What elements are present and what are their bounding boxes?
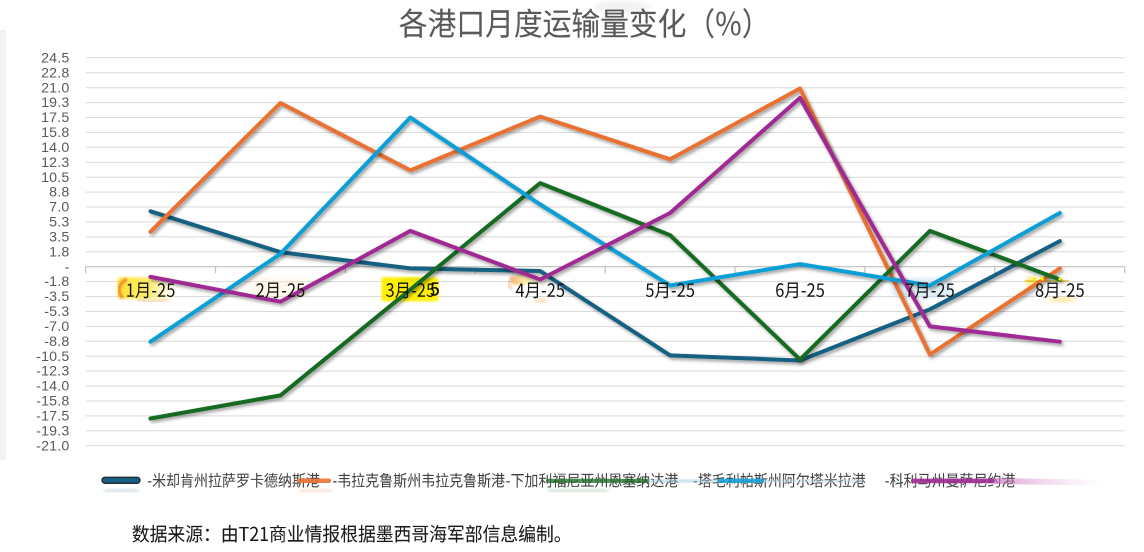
svg-text:17.5: 17.5: [41, 110, 69, 126]
svg-text:8.8: 8.8: [49, 185, 69, 201]
svg-text:-3.5: -3.5: [44, 289, 69, 305]
svg-text:22.8: 22.8: [41, 65, 69, 81]
svg-text:-15.8: -15.8: [36, 394, 69, 410]
svg-text:-: -: [65, 259, 70, 275]
svg-text:19.3: 19.3: [41, 95, 69, 111]
svg-text:-7.0: -7.0: [44, 319, 69, 335]
svg-text:24.5: 24.5: [41, 50, 69, 66]
svg-text:-5.3: -5.3: [44, 304, 69, 320]
svg-text:-17.5: -17.5: [36, 409, 69, 425]
svg-text:1.8: 1.8: [49, 244, 69, 260]
svg-text:12.3: 12.3: [41, 155, 69, 171]
svg-text:-21.0: -21.0: [36, 438, 69, 454]
svg-text:10.5: 10.5: [41, 170, 69, 186]
svg-text:-1.8: -1.8: [44, 274, 69, 290]
svg-text:3.5: 3.5: [49, 230, 69, 246]
svg-text:-12.3: -12.3: [36, 364, 69, 380]
svg-text:21.0: 21.0: [41, 80, 69, 96]
svg-text:-8.8: -8.8: [44, 334, 69, 350]
svg-text:14.0: 14.0: [41, 140, 69, 156]
svg-text:-10.5: -10.5: [36, 349, 69, 365]
svg-text:-14.0: -14.0: [36, 379, 69, 395]
svg-text:15.8: 15.8: [41, 125, 69, 141]
svg-text:5.3: 5.3: [49, 215, 69, 231]
svg-text:7.0: 7.0: [49, 200, 69, 216]
svg-text:-19.3: -19.3: [36, 423, 69, 439]
